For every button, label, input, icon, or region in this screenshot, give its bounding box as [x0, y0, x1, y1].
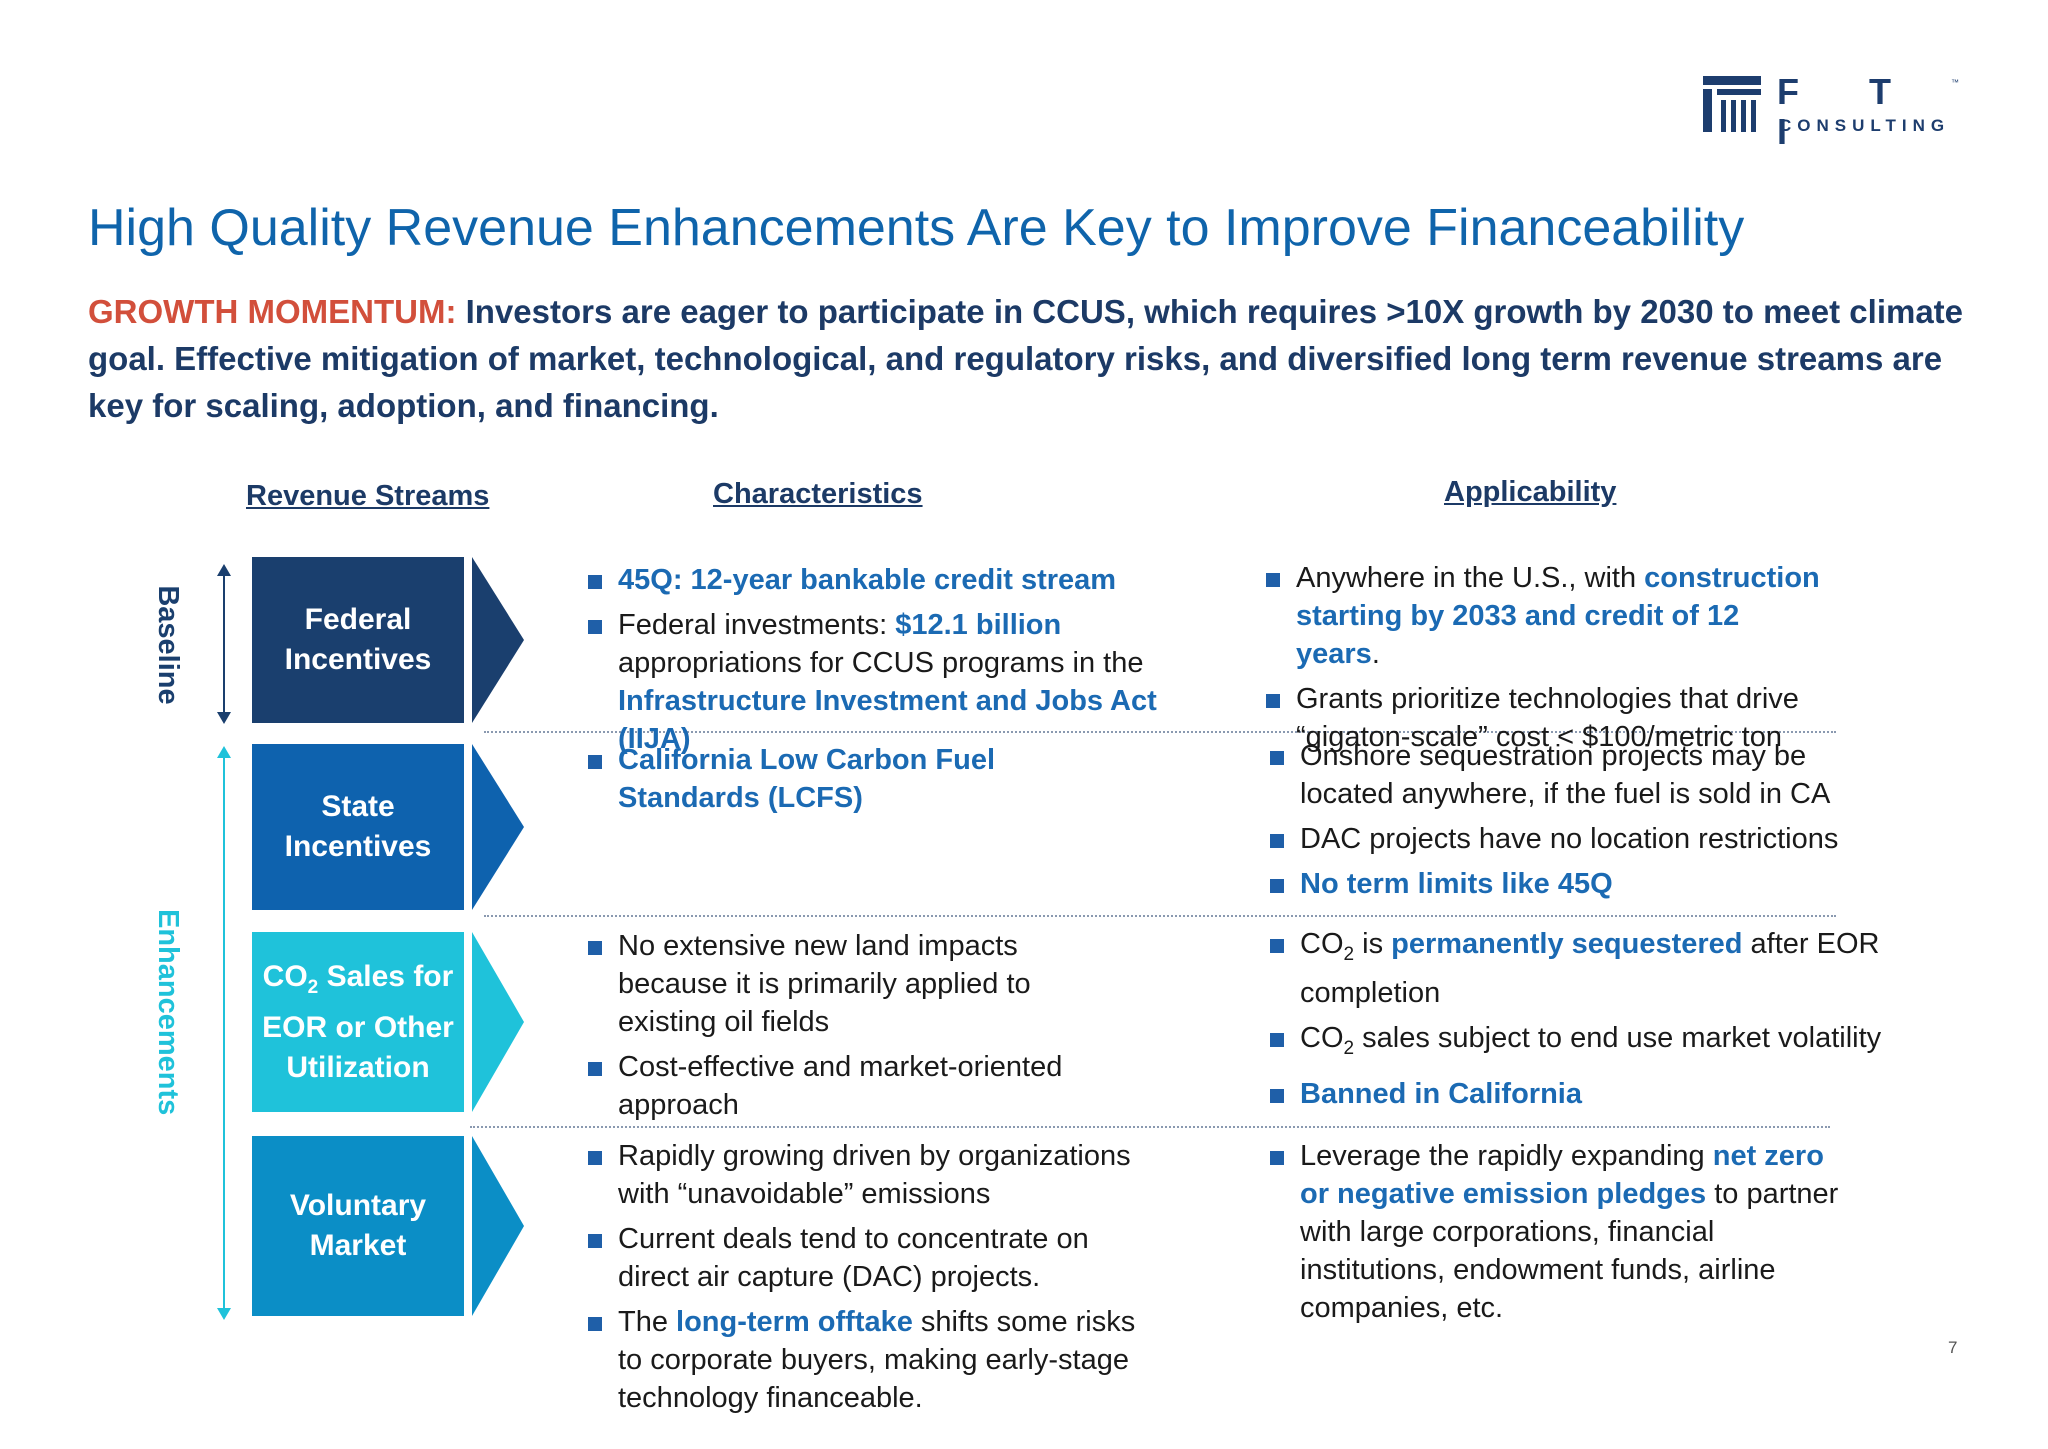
stream-co2-line1a: CO	[262, 959, 308, 993]
applicability-state-list: Onshore sequestration projects may be lo…	[1270, 737, 1850, 910]
app-state-item1: Onshore sequestration projects may be lo…	[1300, 740, 1831, 810]
app-state-item2: DAC projects have no location restrictio…	[1300, 823, 1839, 855]
fti-logo: F T I ™ CONSULTING	[1703, 72, 1963, 152]
stream-voluntary-line1: Voluntary	[289, 1189, 427, 1222]
app-co2-item1c: permanently sequestered	[1391, 928, 1743, 960]
char-voluntary-item1: Rapidly growing driven by organizations …	[618, 1140, 1131, 1210]
app-voluntary-item1b: net zero or negative emission pledges	[1300, 1140, 1824, 1210]
char-co2-item2: Cost-effective and market-oriented appro…	[618, 1051, 1063, 1121]
co2-chevron-icon	[472, 932, 524, 1112]
list-item: Anywhere in the U.S., with construction …	[1266, 559, 1826, 673]
header-applicability: Applicability	[1444, 476, 1617, 508]
logo-trademark: ™	[1951, 78, 1959, 87]
list-item: California Low Carbon Fuel Standards (LC…	[588, 741, 1128, 817]
logo-subtitle: CONSULTING	[1779, 116, 1951, 135]
app-co2-item1a: CO	[1300, 928, 1344, 960]
voluntary-chevron-icon	[472, 1136, 524, 1316]
side-label-baseline: Baseline	[152, 585, 184, 705]
intro-paragraph: GROWTH MOMENTUM: Investors are eager to …	[88, 288, 1968, 429]
page-title: High Quality Revenue Enhancements Are Ke…	[88, 199, 1745, 257]
stream-co2-sales: CO2 Sales for EOR or Other Utilization	[252, 932, 464, 1112]
stream-state-incentives: State Incentives	[252, 744, 464, 910]
side-label-enhancements: Enhancements	[152, 909, 184, 1116]
char-state-item1: California Low Carbon Fuel Standards (LC…	[618, 744, 996, 814]
list-item: CO2 sales subject to end use market vola…	[1270, 1019, 1900, 1068]
stream-voluntary-line2: Market	[309, 1229, 407, 1262]
app-voluntary-item1a: Leverage the rapidly expanding	[1300, 1140, 1713, 1172]
char-federal-item2c: appropriations for CCUS programs in the	[618, 647, 1144, 679]
applicability-federal-list: Anywhere in the U.S., with construction …	[1266, 559, 1826, 763]
list-item: 45Q: 12-year bankable credit stream	[588, 561, 1228, 599]
row-divider	[484, 731, 1836, 733]
stream-co2-line1b: Sales for	[318, 959, 454, 993]
federal-chevron-icon	[472, 557, 524, 723]
char-federal-item2a: Federal investments:	[618, 609, 896, 641]
app-co2-item1b: is	[1354, 928, 1392, 960]
stream-co2-line3: Utilization	[286, 1050, 430, 1084]
list-item: Banned in California	[1270, 1075, 1900, 1113]
app-co2-item1d: after EOR completion	[1300, 928, 1880, 1009]
baseline-double-arrow-icon	[217, 564, 231, 724]
app-voluntary-item1c: to partner with large corporations, fina…	[1300, 1178, 1839, 1324]
app-federal-item1b: construction starting by 2033 and credit…	[1296, 562, 1820, 670]
app-federal-item2: Grants prioritize technologies that driv…	[1296, 683, 1799, 753]
applicability-co2-list: CO2 is permanently sequestered after EOR…	[1270, 925, 1900, 1120]
logo-letters: F T I	[1777, 71, 1921, 152]
stream-state-line2: Incentives	[284, 830, 432, 863]
stream-federal-incentives: Federal Incentives	[252, 557, 464, 723]
intro-lead: GROWTH MOMENTUM:	[88, 293, 457, 330]
app-federal-item1c: .	[1371, 638, 1380, 670]
char-federal-item1: 45Q: 12-year bankable credit stream	[618, 564, 1117, 596]
char-voluntary-item3a: The	[618, 1306, 677, 1338]
applicability-voluntary-list: Leverage the rapidly expanding net zero …	[1270, 1137, 1850, 1334]
app-co2-item2b: sales subject to end use market volatili…	[1354, 1021, 1882, 1054]
list-item: Rapidly growing driven by organizations …	[588, 1137, 1148, 1213]
header-revenue-streams: Revenue Streams	[246, 480, 490, 512]
list-item: Onshore sequestration projects may be lo…	[1270, 737, 1850, 813]
list-item: No term limits like 45Q	[1270, 865, 1850, 903]
list-item: Current deals tend to concentrate on dir…	[588, 1220, 1148, 1296]
list-item: Cost-effective and market-oriented appro…	[588, 1048, 1108, 1124]
row-divider	[484, 915, 1836, 917]
app-co2-item2-sub: 2	[1343, 1037, 1355, 1059]
char-voluntary-item3c: shifts some risks to corporate buyers, m…	[618, 1306, 1136, 1414]
state-chevron-icon	[472, 744, 524, 910]
header-characteristics: Characteristics	[713, 478, 923, 510]
char-federal-item2d: Infrastructure Investment and Jobs Act (…	[618, 685, 1157, 755]
list-item: Federal investments: $12.1 billion appro…	[588, 606, 1228, 758]
app-co2-item1-sub: 2	[1343, 943, 1355, 965]
list-item: The long-term offtake shifts some risks …	[588, 1303, 1148, 1417]
page-number: 7	[1948, 1338, 1958, 1357]
stream-co2-line2: EOR or Other	[262, 1010, 454, 1044]
app-federal-item1a: Anywhere in the U.S., with	[1296, 562, 1645, 594]
row-divider	[470, 1126, 1830, 1128]
characteristics-co2-list: No extensive new land impacts because it…	[588, 927, 1108, 1131]
fti-building-icon	[1703, 76, 1761, 132]
stream-co2-subscript: 2	[307, 976, 319, 998]
stream-state-line1: State	[321, 790, 395, 823]
list-item: No extensive new land impacts because it…	[588, 927, 1108, 1041]
characteristics-state-list: California Low Carbon Fuel Standards (LC…	[588, 741, 1128, 824]
char-voluntary-item3b: long-term offtake	[676, 1306, 913, 1338]
char-co2-item1: No extensive new land impacts because it…	[618, 930, 1031, 1038]
list-item: DAC projects have no location restrictio…	[1270, 820, 1850, 858]
char-federal-item2b: $12.1 billion	[895, 609, 1062, 641]
characteristics-voluntary-list: Rapidly growing driven by organizations …	[588, 1137, 1148, 1424]
app-co2-item2a: CO	[1300, 1021, 1344, 1054]
intro-text: Investors are eager to participate in CC…	[88, 293, 1964, 424]
stream-federal-line2: Incentives	[284, 643, 432, 676]
list-item: Grants prioritize technologies that driv…	[1266, 680, 1826, 756]
enhancements-double-arrow-icon	[217, 746, 231, 1320]
char-voluntary-item2: Current deals tend to concentrate on dir…	[618, 1223, 1089, 1293]
list-item: Leverage the rapidly expanding net zero …	[1270, 1137, 1850, 1327]
stream-voluntary-market: Voluntary Market	[252, 1136, 464, 1316]
list-item: CO2 is permanently sequestered after EOR…	[1270, 925, 1900, 1012]
app-state-item3: No term limits like 45Q	[1300, 868, 1613, 900]
stream-federal-line1: Federal	[304, 603, 412, 636]
app-co2-item3: Banned in California	[1300, 1077, 1582, 1110]
characteristics-federal-list: 45Q: 12-year bankable credit stream Fede…	[588, 561, 1228, 765]
